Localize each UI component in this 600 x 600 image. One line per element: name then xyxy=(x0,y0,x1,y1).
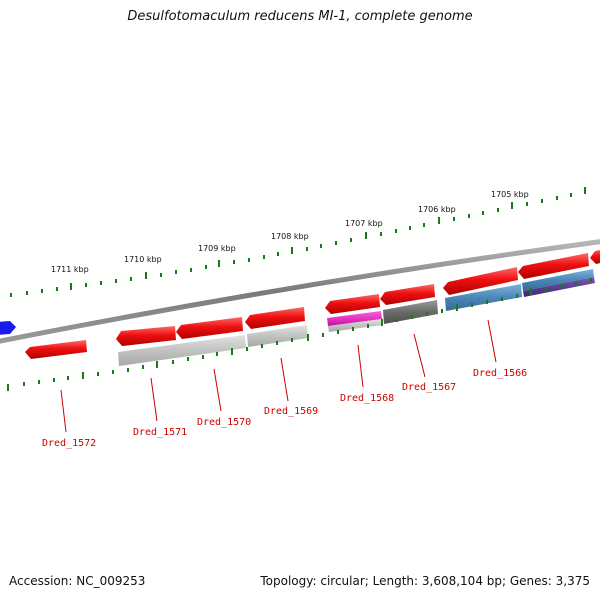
gene-label: Dred_1570 xyxy=(197,417,251,428)
genome-summary: Topology: circular; Length: 3,608,104 bp… xyxy=(260,574,590,588)
cog-category-bars xyxy=(118,269,595,366)
gene-labels: Dred_1572 Dred_1571 Dred_1570 Dred_1569 … xyxy=(42,368,527,449)
genome-backbone xyxy=(0,239,600,344)
gene-label: Dred_1567 xyxy=(402,382,456,393)
cog-bar-blue xyxy=(445,284,522,311)
gene-arrow xyxy=(176,317,243,339)
scale-label: 1708 kbp xyxy=(271,232,309,241)
upper-scale-ticks xyxy=(10,187,586,297)
scale-label: 1707 kbp xyxy=(345,219,383,228)
gene-arrow xyxy=(25,340,87,359)
lower-scale-ticks xyxy=(7,278,592,391)
scale-label: 1711 kbp xyxy=(51,265,89,274)
gene-label: Dred_1569 xyxy=(264,406,318,417)
cog-bar-grey xyxy=(118,335,246,366)
scale-labels: 1711 kbp 1710 kbp 1709 kbp 1708 kbp 1707… xyxy=(51,190,529,274)
scale-label: 1709 kbp xyxy=(198,244,236,253)
accession-label: Accession: NC_009253 xyxy=(9,574,146,588)
scale-label: 1706 kbp xyxy=(418,205,456,214)
gene-arrow xyxy=(518,253,589,279)
gene-arrow xyxy=(245,307,305,329)
gene-label: Dred_1566 xyxy=(473,368,527,379)
scale-label: 1705 kbp xyxy=(491,190,529,199)
map-title: Desulfotomaculum reducens MI-1, complete… xyxy=(127,9,473,24)
gene-arrow xyxy=(590,250,600,264)
scale-label: 1710 kbp xyxy=(124,255,162,264)
cog-bar-grey xyxy=(247,325,308,347)
forward-strand-genes xyxy=(116,250,600,346)
cog-bar-blue xyxy=(522,269,594,291)
gene-arrow xyxy=(116,326,176,346)
gene-arrow xyxy=(325,294,380,314)
cog-bar-magenta xyxy=(327,311,382,326)
gene-arrow xyxy=(380,284,435,305)
gene-label: Dred_1571 xyxy=(133,427,187,438)
label-leader-lines xyxy=(60,319,497,433)
gene-label: Dred_1568 xyxy=(340,393,394,404)
cog-bar-grey xyxy=(328,319,383,332)
gene-label: Dred_1572 xyxy=(42,438,96,449)
gene-arrow-blue xyxy=(0,321,16,335)
gene-arrow xyxy=(443,267,518,295)
